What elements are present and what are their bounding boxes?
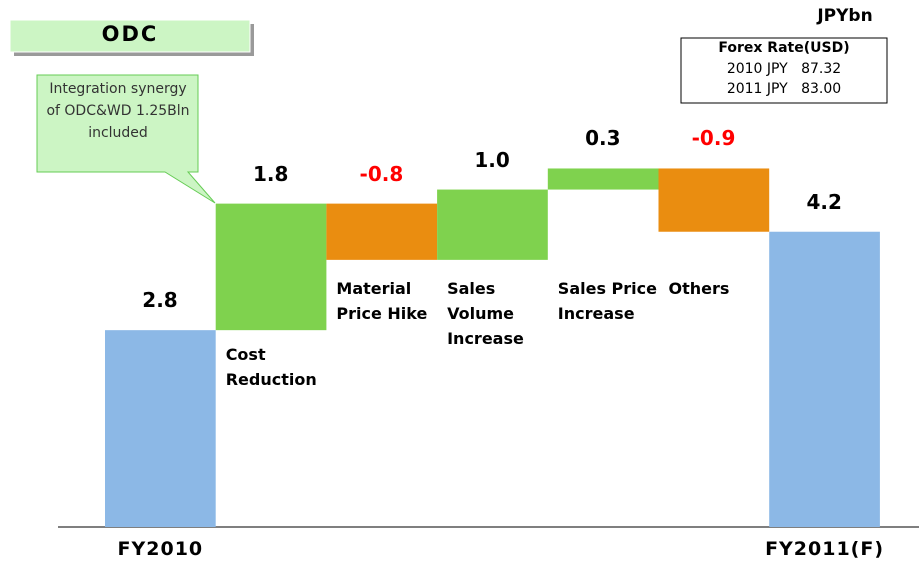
bar	[326, 203, 438, 260]
callout-box	[36, 74, 216, 204]
value-label: 0.3	[585, 126, 621, 151]
value-label: -0.8	[359, 161, 404, 186]
forex-line: 2010 JPY 87.32	[726, 61, 842, 77]
value-label: 1.0	[474, 147, 510, 172]
value-label: 4.2	[806, 189, 842, 214]
category-label: Material Price Hike	[336, 279, 428, 323]
bar	[215, 203, 327, 331]
unit-label: JPYbn	[817, 6, 873, 26]
bar	[105, 330, 216, 527]
category-label: Sales Price Increase	[557, 279, 657, 323]
bar	[437, 189, 548, 260]
value-label: 1.8	[252, 161, 289, 186]
category-label: Others	[668, 279, 730, 298]
title-box	[9, 19, 251, 53]
category-label: FY2011(F)	[765, 538, 885, 560]
forex-box	[680, 37, 888, 104]
category-label: Cost Reduction	[225, 345, 317, 390]
bar	[769, 231, 880, 528]
forex-line: 2011 JPY 83.00	[726, 81, 842, 97]
category-label: FY2010	[117, 538, 204, 560]
bar	[658, 168, 770, 232]
forex-title: Forex Rate(USD)	[718, 40, 850, 56]
value-label: 2.8	[142, 288, 178, 313]
bar	[547, 168, 659, 190]
chart-title: ODC	[101, 22, 159, 46]
value-label: -0.9	[691, 126, 736, 151]
category-label: Sales Volume Increase	[447, 279, 524, 348]
callout-text: Integration synergy of ODC&WD 1.25Bln in…	[46, 81, 190, 141]
